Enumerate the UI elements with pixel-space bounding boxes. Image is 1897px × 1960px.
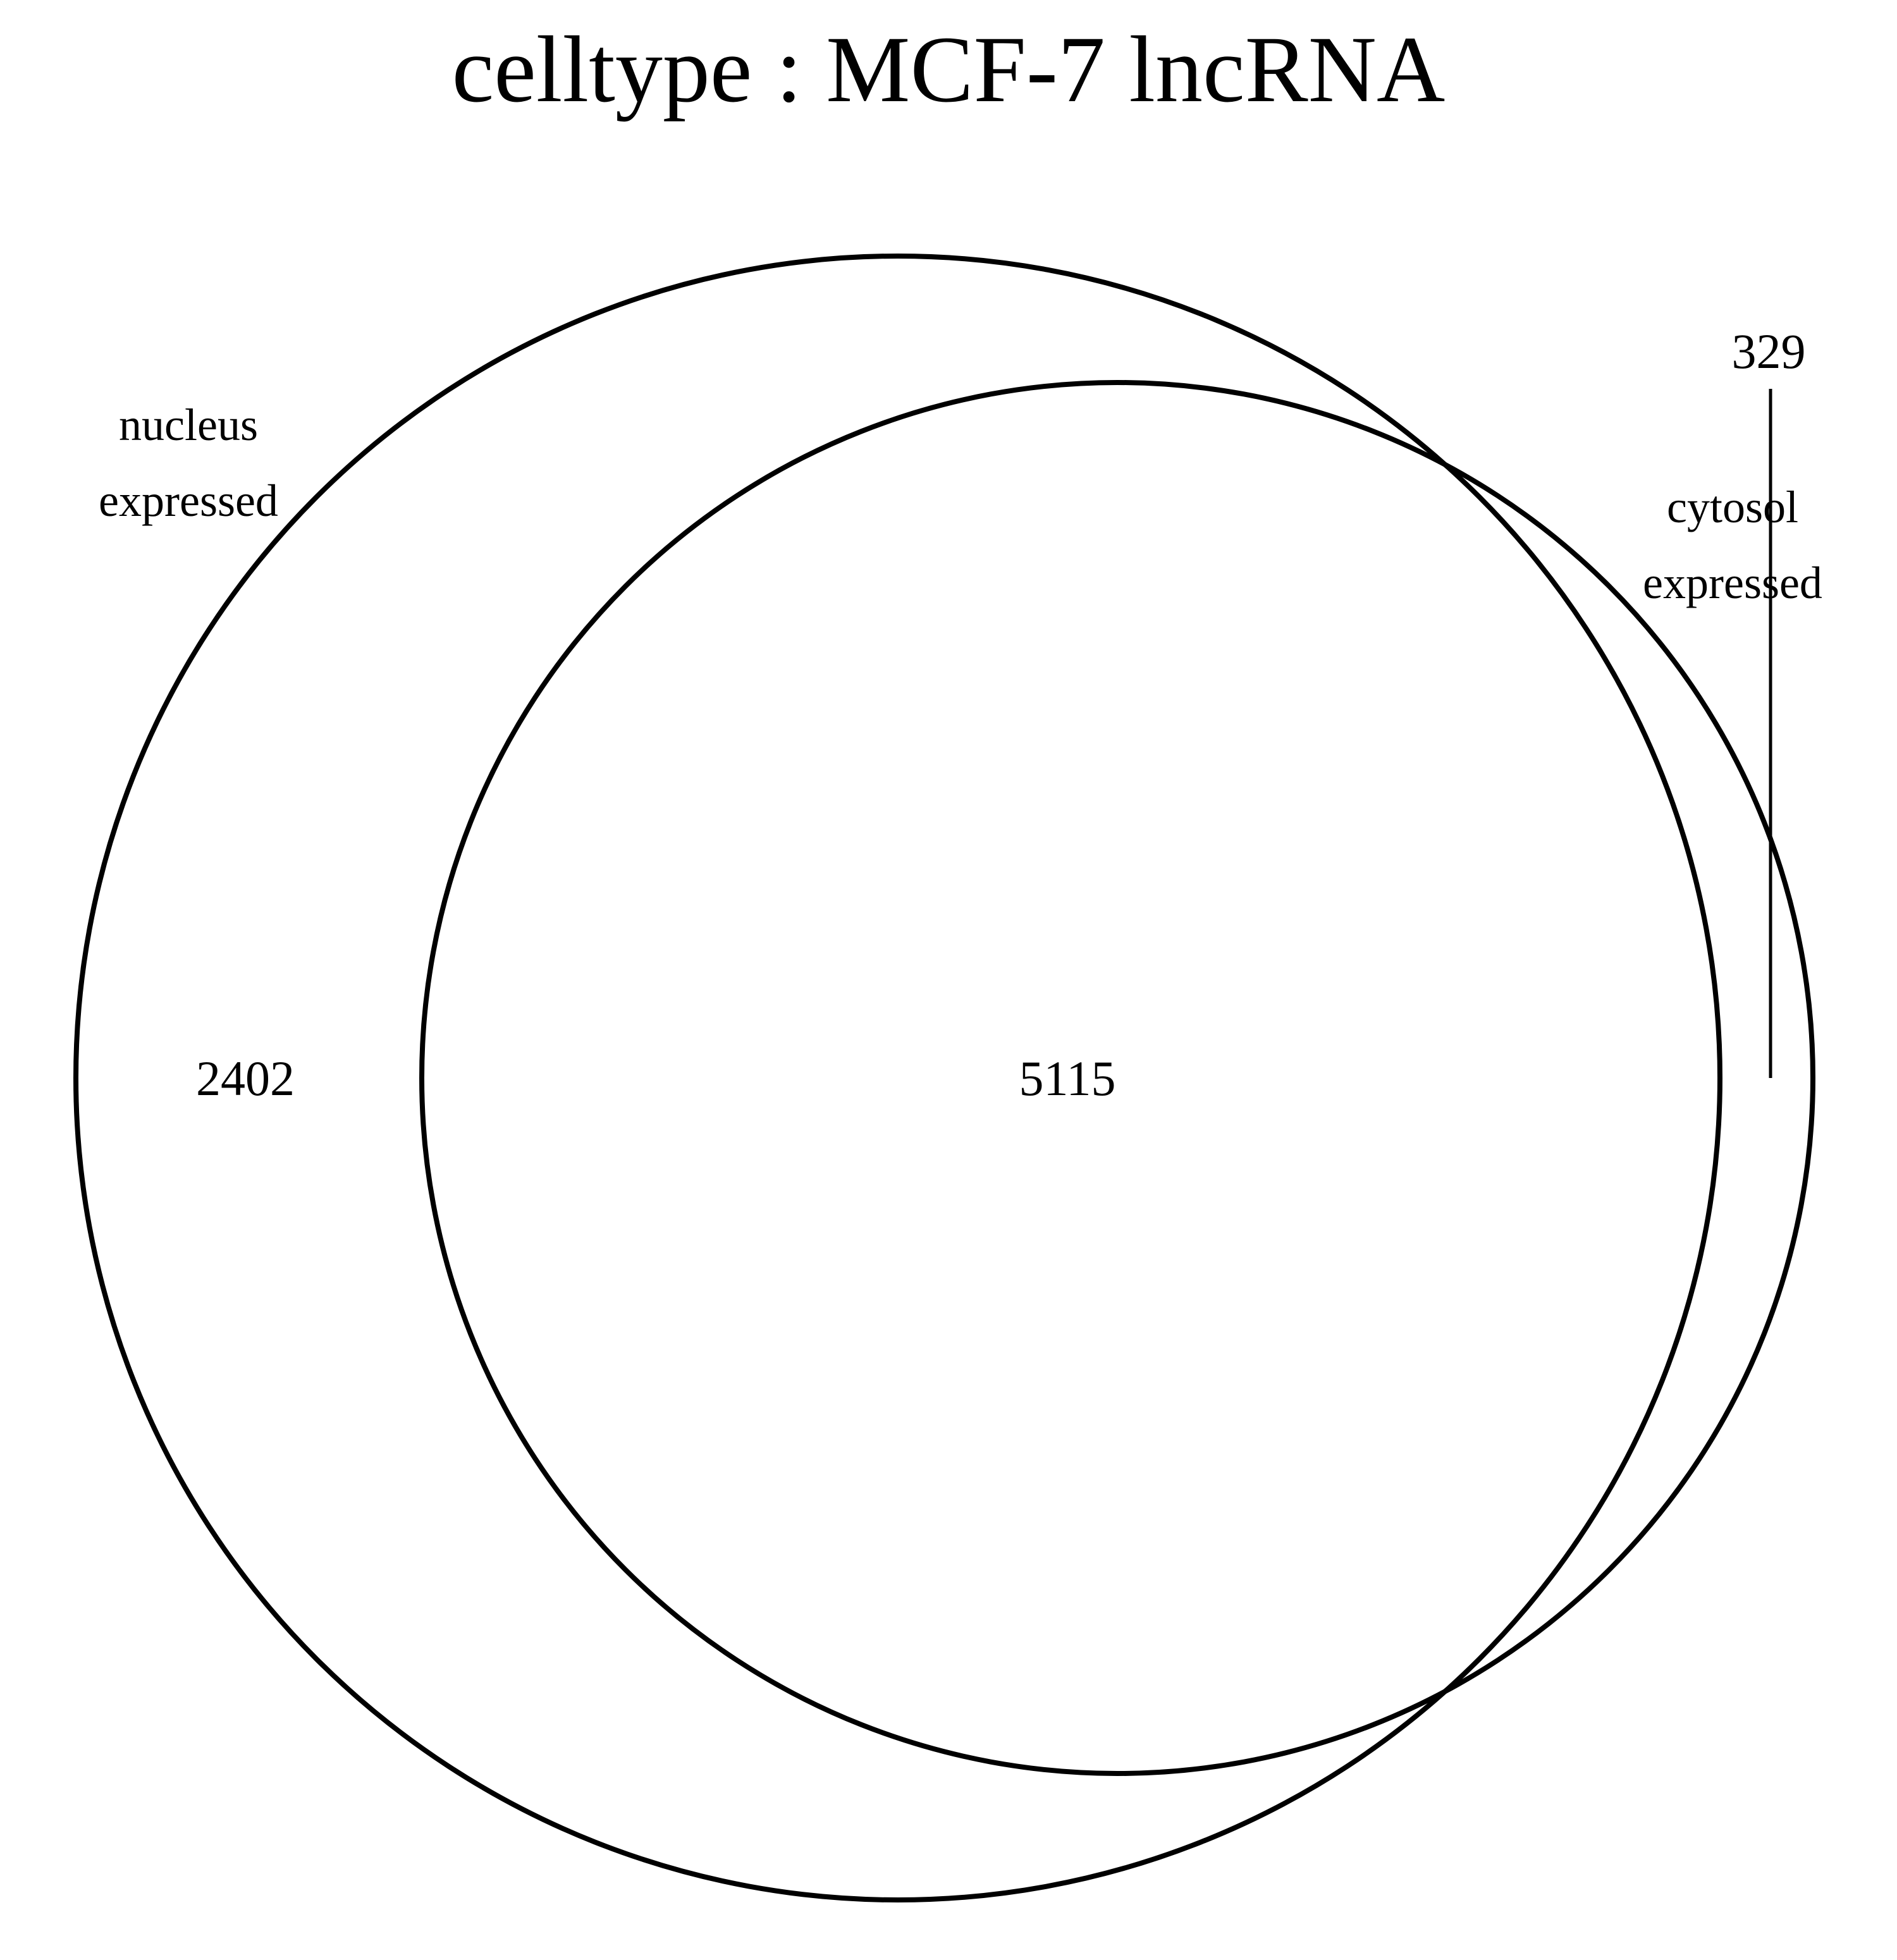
cytosol-only-count: 329 xyxy=(1732,324,1806,379)
cytosol-set-label-line2: expressed xyxy=(1643,558,1822,608)
nucleus-only-count: 2402 xyxy=(196,1051,295,1106)
cytosol-circle xyxy=(419,380,1815,1776)
diagram-title: celltype : MCF-7 lncRNA xyxy=(452,17,1446,122)
nucleus-circle xyxy=(73,254,1722,1902)
nucleus-set-label-line1: nucleus xyxy=(119,400,258,450)
cytosol-set-label-line1: cytosol xyxy=(1667,482,1798,532)
intersection-count: 5115 xyxy=(1019,1051,1115,1106)
nucleus-set-label-line2: expressed xyxy=(99,475,278,526)
